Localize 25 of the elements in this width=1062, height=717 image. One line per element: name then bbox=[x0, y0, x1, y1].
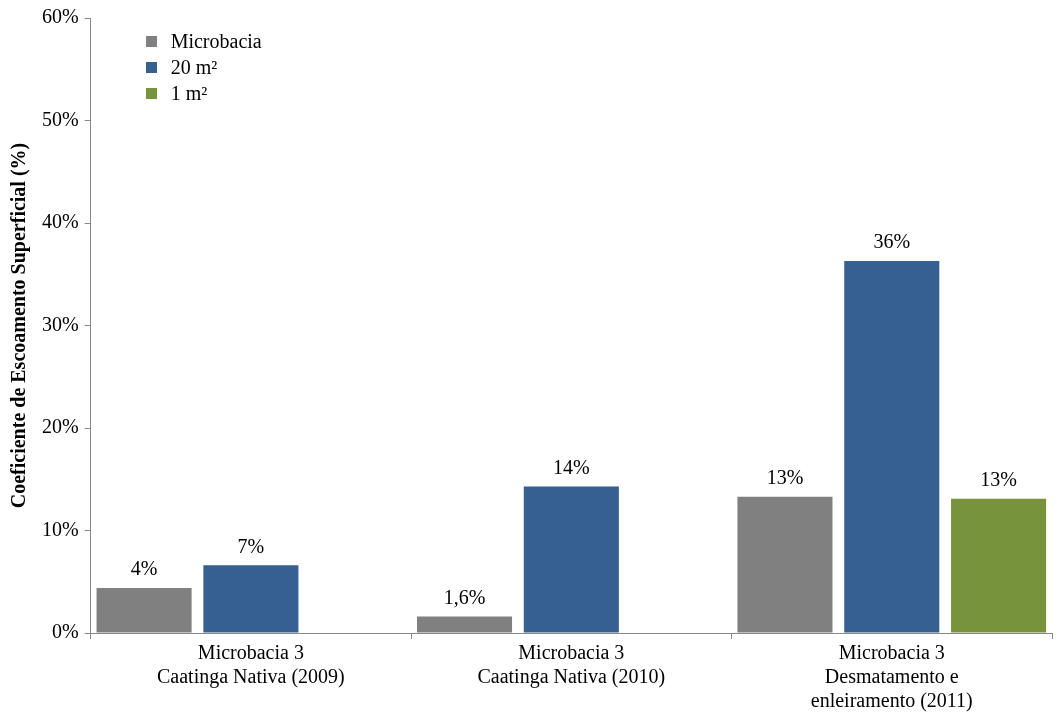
y-tick-label: 10% bbox=[41, 517, 79, 540]
data-label: 4% bbox=[130, 557, 158, 580]
y-axis-title: Coeficiente de Escoamento Superficial (%) bbox=[7, 142, 31, 509]
data-label: 36% bbox=[873, 230, 911, 253]
bar bbox=[844, 260, 940, 633]
bar bbox=[523, 486, 619, 633]
y-tick-label: 40% bbox=[41, 210, 79, 233]
legend-label: Microbacia bbox=[170, 29, 262, 54]
data-label: 14% bbox=[552, 455, 590, 478]
bar bbox=[203, 565, 299, 633]
x-tick-label: Microbacia 3 Desmatamento e enleiramento (2011) bbox=[810, 641, 973, 713]
data-label: 1,6% bbox=[443, 585, 486, 608]
x-tick-label: Microbacia 3 Caatinga Nativa (2010) bbox=[477, 641, 666, 689]
data-label: 7% bbox=[237, 534, 265, 557]
data-label: 13% bbox=[980, 467, 1017, 490]
legend-label: 20 m² bbox=[170, 55, 218, 80]
legend-label: 1 m² bbox=[170, 81, 208, 106]
x-tick-label: Microbacia 3 Caatinga Nativa (2009) bbox=[157, 641, 345, 689]
data-label: 13% bbox=[766, 465, 804, 488]
y-tick-label: 0% bbox=[51, 620, 79, 643]
y-tick-label: 30% bbox=[41, 312, 79, 335]
y-tick-label: 60% bbox=[41, 5, 79, 28]
bar bbox=[951, 498, 1047, 633]
y-tick-label: 20% bbox=[41, 415, 79, 438]
y-tick-label: 50% bbox=[41, 107, 79, 130]
